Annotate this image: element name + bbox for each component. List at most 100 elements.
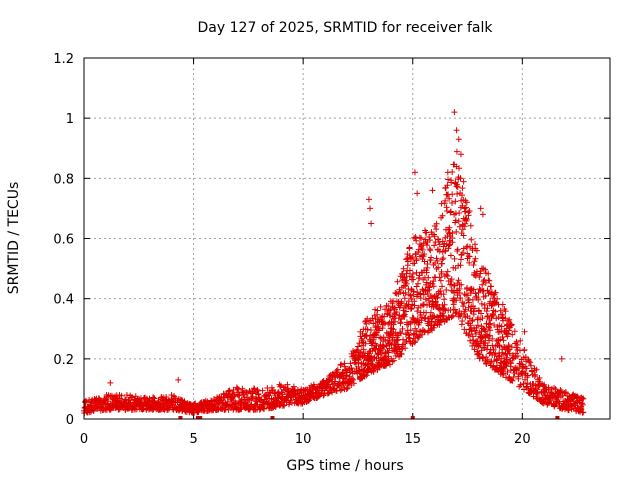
data-point: [450, 301, 457, 308]
data-point: [459, 249, 466, 256]
data-point: [526, 390, 533, 397]
data-point: [477, 268, 484, 275]
data-point: [425, 283, 432, 290]
data-point: [237, 399, 244, 406]
data-point: [251, 386, 258, 393]
y-tick-label: 0.2: [53, 353, 74, 368]
data-point: [427, 247, 434, 254]
data-point: [401, 311, 408, 318]
data-point: [499, 333, 506, 340]
data-point: [482, 279, 489, 286]
data-point: [284, 385, 291, 392]
data-point: [452, 198, 459, 205]
data-point: [470, 262, 477, 269]
data-point: [386, 361, 393, 368]
data-point: [523, 365, 530, 372]
data-point: [292, 391, 299, 398]
data-point: [463, 217, 470, 224]
y-tick-label: 0.6: [53, 233, 74, 248]
data-point: [500, 370, 507, 377]
data-point: [505, 343, 512, 350]
data-point: [445, 242, 452, 249]
data-point: [557, 386, 564, 393]
data-point: [496, 343, 503, 350]
data-point: [438, 200, 445, 207]
data-point: [515, 371, 522, 378]
baseline-marker: [198, 416, 203, 419]
data-point: [504, 330, 511, 337]
data-point: [402, 345, 409, 352]
data-point: [411, 260, 418, 267]
data-point: [411, 302, 418, 309]
data-point: [418, 314, 425, 321]
data-point: [367, 326, 374, 333]
data-point: [235, 392, 242, 399]
data-point: [414, 280, 421, 287]
data-point: [504, 368, 511, 375]
data-point: [392, 289, 399, 296]
data-point: [411, 339, 418, 346]
data-point: [272, 403, 279, 410]
data-point: [517, 337, 524, 344]
data-point: [377, 303, 384, 310]
data-point: [333, 388, 340, 395]
data-point: [413, 269, 420, 276]
data-point: [462, 220, 469, 227]
data-point: [426, 284, 433, 291]
data-point: [526, 358, 533, 365]
data-point: [410, 276, 417, 283]
data-point: [383, 329, 390, 336]
x-tick-label: 5: [189, 432, 197, 447]
data-point: [387, 306, 394, 313]
data-point: [396, 329, 403, 336]
data-point: [407, 327, 414, 334]
data-point: [444, 169, 451, 176]
data-point: [489, 335, 496, 342]
data-point: [427, 309, 434, 316]
data-point: [347, 360, 354, 367]
data-point: [448, 276, 455, 283]
data-point: [478, 347, 485, 354]
data-point: [461, 326, 468, 333]
data-point: [382, 306, 389, 313]
data-point: [502, 315, 509, 322]
data-point: [436, 274, 443, 281]
data-point: [426, 237, 433, 244]
data-point: [479, 281, 486, 288]
data-point: [455, 218, 462, 225]
data-point: [447, 252, 454, 259]
data-point: [358, 342, 365, 349]
data-point: [403, 270, 410, 277]
data-point: [433, 302, 440, 309]
baseline-marker: [410, 416, 415, 419]
data-point: [419, 331, 426, 338]
data-point: [259, 387, 266, 394]
data-point: [413, 237, 420, 244]
data-point: [439, 212, 446, 219]
data-point: [337, 387, 344, 394]
data-point: [394, 278, 401, 285]
data-point: [107, 379, 114, 386]
data-point: [454, 190, 461, 197]
data-point: [380, 319, 387, 326]
data-point: [491, 351, 498, 358]
data-point: [426, 246, 433, 253]
data-point: [408, 305, 415, 312]
data-point: [374, 307, 381, 314]
data-point: [368, 220, 375, 227]
data-point: [521, 328, 528, 335]
data-point: [447, 208, 454, 215]
data-point: [413, 283, 420, 290]
data-point: [464, 284, 471, 291]
data-point: [471, 305, 478, 312]
data-point: [492, 350, 499, 357]
data-point: [487, 359, 494, 366]
data-point: [449, 288, 456, 295]
data-point: [523, 383, 530, 390]
data-point: [467, 322, 474, 329]
data-point: [472, 331, 479, 338]
data-point: [457, 295, 464, 302]
data-point: [461, 300, 468, 307]
data-point: [433, 220, 440, 227]
